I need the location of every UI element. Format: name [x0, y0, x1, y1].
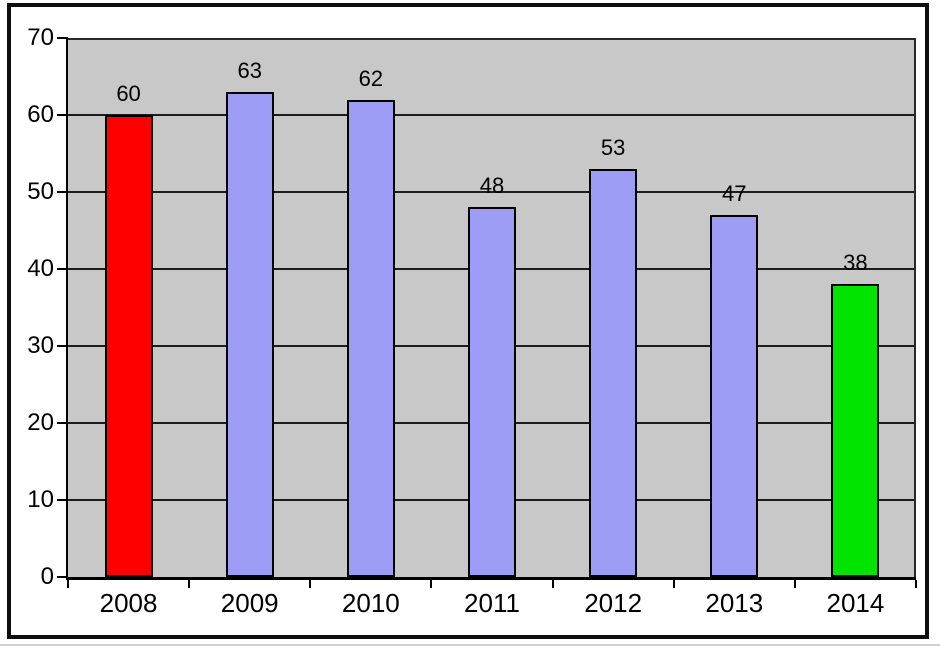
- y-tick-label-0: 0: [40, 563, 54, 590]
- bar-value-label-2012: 53: [600, 134, 626, 160]
- y-tick-70: [57, 37, 66, 39]
- bar-2009: [225, 91, 274, 577]
- bottom-edge-strip: [0, 644, 940, 646]
- bar-value-label-2011: 48: [479, 173, 505, 199]
- gridline-50: [68, 191, 914, 193]
- x-axis-label-2010: 2010: [341, 588, 400, 618]
- y-tick-0: [57, 576, 66, 578]
- y-tick-label-10: 10: [27, 486, 54, 513]
- bar-2012: [589, 168, 638, 577]
- x-axis-label-2009: 2009: [220, 588, 279, 618]
- bar-value-label-2008: 60: [116, 81, 141, 106]
- x-axis-label-2014: 2014: [826, 588, 885, 618]
- y-tick-label-50: 50: [27, 178, 54, 205]
- bar-2014: [831, 284, 880, 577]
- y-tick-60: [57, 114, 66, 116]
- bar-2010: [346, 99, 395, 577]
- bar-2008: [104, 115, 153, 577]
- x-tick-0: [67, 580, 69, 588]
- bar-2013: [710, 215, 759, 577]
- x-tick-4: [551, 580, 554, 588]
- y-tick-50: [57, 191, 66, 193]
- y-tick-label-70: 70: [27, 24, 54, 51]
- y-tick-label-30: 30: [27, 332, 54, 359]
- x-axis-label-2008: 2008: [99, 588, 158, 618]
- bar-value-label-2013: 47: [722, 181, 747, 207]
- y-tick-20: [57, 422, 66, 424]
- y-tick-label-40: 40: [27, 255, 54, 282]
- plot-border-right: [914, 38, 916, 577]
- y-tick-30: [57, 345, 66, 347]
- x-tick-3: [430, 580, 433, 588]
- y-tick-label-20: 20: [27, 409, 54, 436]
- y-tick-label-60: 60: [27, 101, 54, 128]
- y-tick-10: [57, 499, 66, 501]
- x-tick-7: [915, 580, 917, 588]
- x-axis-line: [66, 577, 916, 580]
- x-tick-5: [672, 580, 675, 588]
- y-tick-40: [57, 268, 66, 270]
- x-axis-label-2011: 2011: [464, 588, 520, 618]
- y-axis-line: [66, 37, 68, 578]
- x-tick-1: [188, 580, 191, 588]
- plot-border-top: [68, 38, 916, 40]
- x-axis-label-2012: 2012: [584, 588, 643, 618]
- bar-2011: [468, 207, 516, 577]
- bar-value-label-2014: 38: [843, 250, 868, 276]
- bar-value-label-2010: 62: [358, 65, 384, 91]
- x-tick-2: [309, 580, 312, 588]
- x-tick-6: [793, 580, 796, 588]
- gridline-60: [68, 114, 914, 116]
- x-axis-label-2013: 2013: [705, 588, 764, 618]
- bar-value-label-2009: 63: [237, 57, 262, 83]
